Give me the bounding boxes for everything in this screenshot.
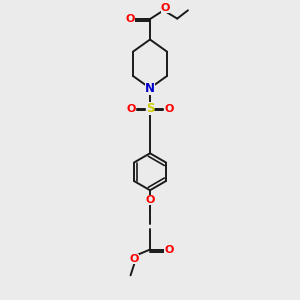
Text: O: O [130,254,139,264]
Text: O: O [145,195,155,205]
Text: O: O [126,14,135,24]
Text: O: O [161,3,170,14]
Text: N: N [145,82,155,94]
Text: O: O [164,103,174,114]
Text: O: O [126,103,136,114]
Text: O: O [164,244,174,255]
Text: S: S [146,102,154,115]
